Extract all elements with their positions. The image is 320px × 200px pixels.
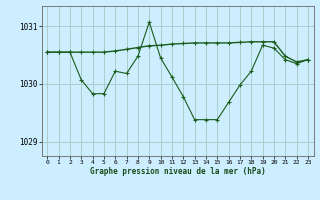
X-axis label: Graphe pression niveau de la mer (hPa): Graphe pression niveau de la mer (hPa) xyxy=(90,167,266,176)
